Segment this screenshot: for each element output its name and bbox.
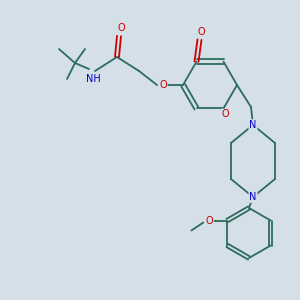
- Text: O: O: [222, 110, 229, 119]
- Text: O: O: [198, 27, 205, 37]
- Text: O: O: [117, 23, 125, 33]
- Text: N: N: [249, 120, 257, 130]
- Text: NH: NH: [85, 74, 100, 84]
- Text: O: O: [159, 80, 167, 90]
- Text: O: O: [206, 215, 213, 226]
- Text: N: N: [249, 192, 257, 202]
